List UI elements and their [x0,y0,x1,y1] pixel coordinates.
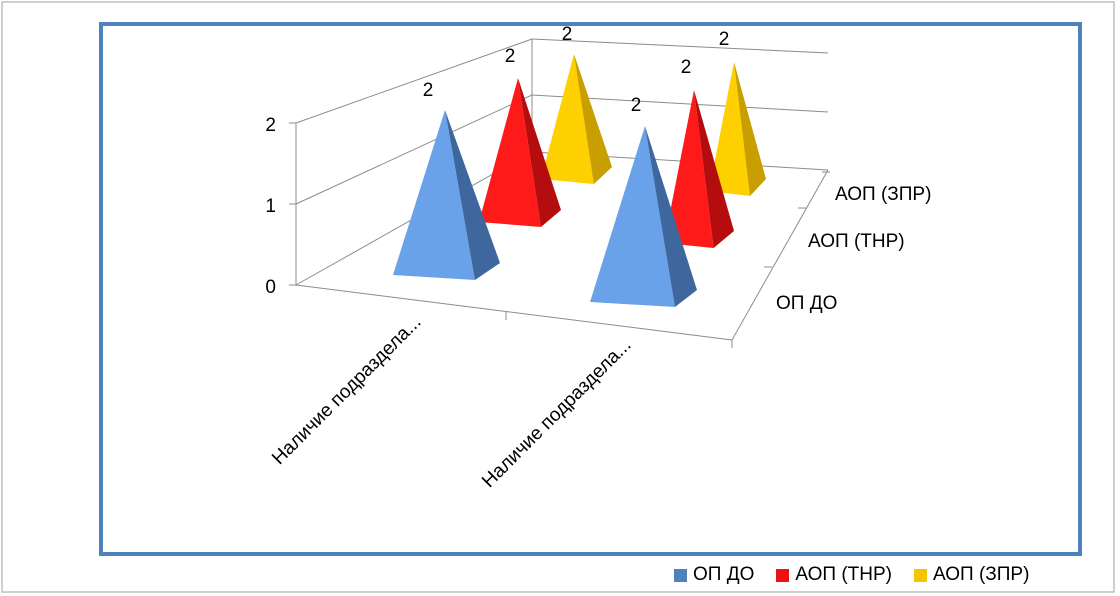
y-tick-label: 1 [265,196,276,217]
pyramid-bar [709,62,766,196]
pyramid-bar [590,126,697,307]
pyramid-face-front [590,126,675,307]
legend-item: АОП (ЗПР) [914,564,1029,586]
pyramid-bar [541,54,612,184]
legend-swatch-aop-tnr [776,568,790,582]
gridline-2-left [295,38,533,124]
data-label: 2 [681,57,692,78]
y-tick-label: 2 [265,115,276,136]
pyramid-face-front [709,62,750,196]
legend: ОП ДО АОП (ТНР) АОП (ЗПР) [668,562,1036,588]
pyramid-bar [664,90,734,248]
pyramid-bar [393,110,500,280]
gridline-2-back [531,38,829,54]
pyramid-face-side [645,126,697,307]
pyramid-bar [479,78,561,227]
pyramid-face-side [734,62,766,196]
legend-item: ОП ДО [674,564,754,586]
gridline-1-left [295,94,533,205]
data-label: 2 [719,29,730,50]
legend-label: ОП ДО [693,564,755,585]
pyramid-face-front [664,90,714,248]
pyramid-face-front [393,110,475,280]
plot-frame [99,22,1082,556]
pyramid-face-side [445,110,500,280]
legend-item: АОП (ТНР) [776,564,892,586]
pyramid-face-front [479,78,541,227]
data-label: 2 [423,80,434,101]
x-tick-label: Наличие подраздела... [478,335,635,492]
data-label: 2 [505,46,516,67]
pyramid-face-side [694,90,734,248]
pyramid-face-side [518,78,561,227]
legend-label: АОП (ТНР) [795,564,892,585]
data-label: 2 [631,95,642,116]
depth-tick-label: АОП (ТНР) [808,231,905,252]
x-tick-label: Наличие подраздела... [268,312,425,469]
floor-front-edge [295,284,733,341]
pyramid-face-front [541,54,594,184]
floor-right-edge [731,169,829,341]
legend-swatch-aop-zpr [914,568,927,582]
legend-label: АОП (ЗПР) [933,564,1030,585]
y-tick-label: 0 [265,277,276,298]
depth-tick-label: АОП (ЗПР) [835,184,931,205]
pyramid-face-side [574,54,612,184]
depth-tick-label: ОП ДО [776,293,837,314]
data-label: 2 [562,24,573,45]
legend-swatch-op-do [674,568,687,582]
tick-marks [289,122,830,348]
pyramids [393,54,766,307]
